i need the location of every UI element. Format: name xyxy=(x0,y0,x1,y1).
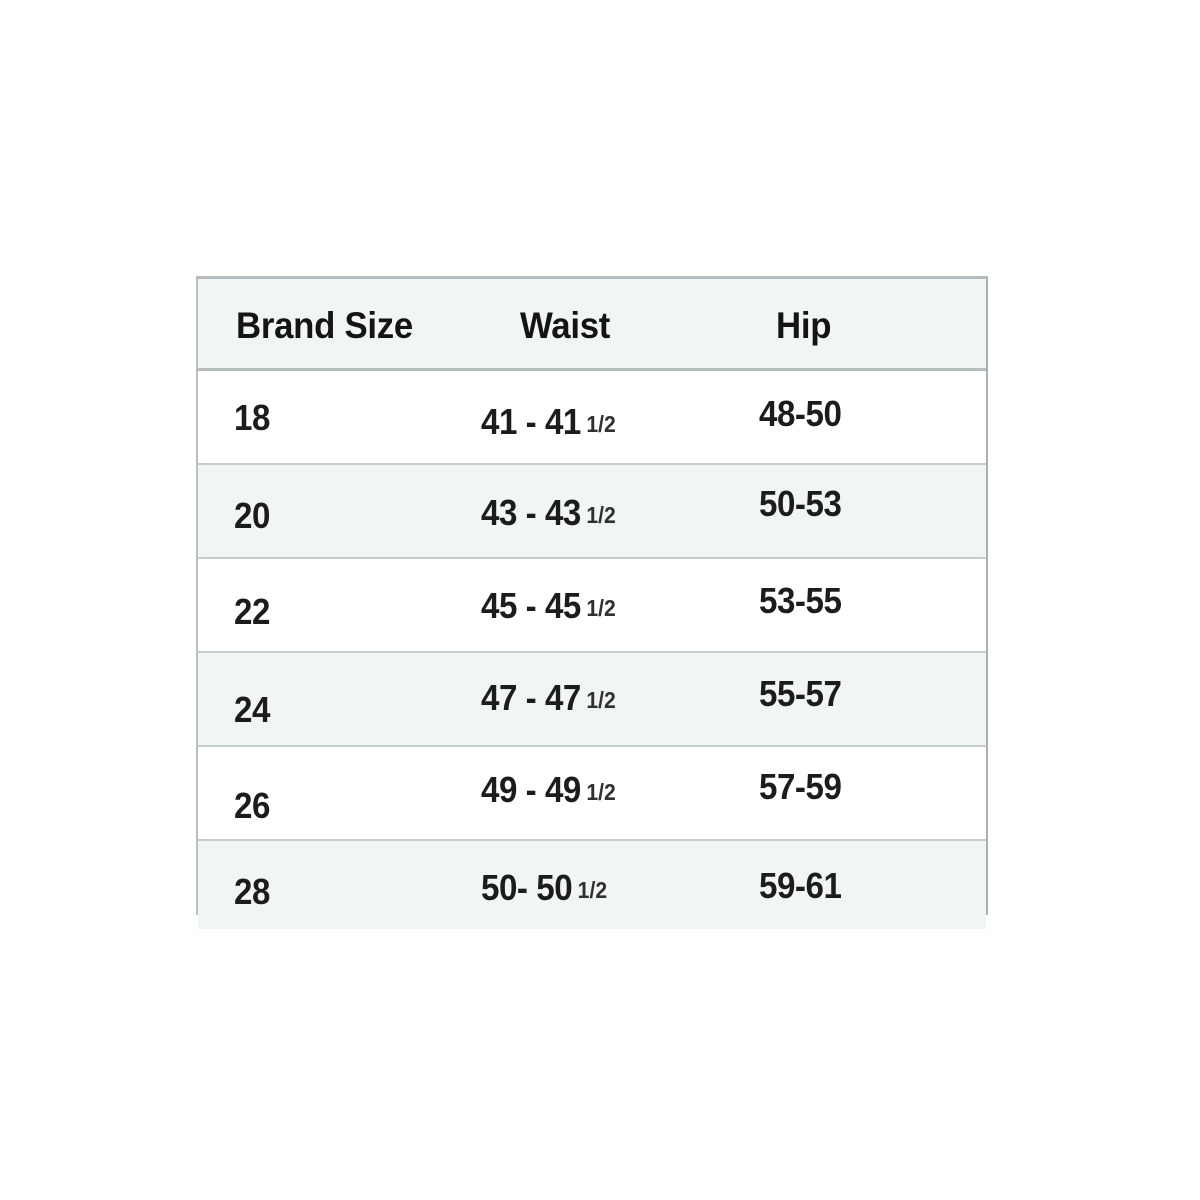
cell-waist-whole: 41 - 41 xyxy=(481,401,581,442)
cell-hip: 50-53 xyxy=(759,483,842,524)
cell-brand-size: 20 xyxy=(234,495,270,536)
size-chart-table: Brand Size Waist Hip 18 41 - 41 1/2 48-50… xyxy=(196,276,988,929)
cell-waist-fraction: 1/2 xyxy=(586,502,616,528)
column-header-waist: Waist xyxy=(520,305,611,346)
table-row: 26 49 - 49 1/2 57-59 xyxy=(198,747,986,841)
cell-brand-size: 24 xyxy=(234,689,270,730)
cell-hip: 55-57 xyxy=(759,673,842,714)
cell-waist-whole: 47 - 47 xyxy=(481,677,581,718)
table-row: 20 43 - 43 1/2 50-53 xyxy=(198,465,986,559)
cell-waist-fraction: 1/2 xyxy=(586,687,616,713)
table-row: 18 41 - 41 1/2 48-50 xyxy=(198,371,986,465)
cell-brand-size: 28 xyxy=(234,871,270,912)
cell-waist-fraction: 1/2 xyxy=(586,411,616,437)
table-row: 24 47 - 47 1/2 55-57 xyxy=(198,653,986,747)
cell-hip: 53-55 xyxy=(759,580,842,621)
cell-waist-whole: 50- 50 xyxy=(481,867,573,908)
cell-waist-fraction: 1/2 xyxy=(586,595,616,621)
cell-waist: 47 - 47 1/2 xyxy=(481,677,616,719)
cell-waist-fraction: 1/2 xyxy=(586,779,616,805)
cell-hip: 48-50 xyxy=(759,393,842,434)
cell-waist-whole: 49 - 49 xyxy=(481,769,581,810)
table-row: 22 45 - 45 1/2 53-55 xyxy=(198,559,986,653)
cell-waist: 43 - 43 1/2 xyxy=(481,492,616,534)
cell-hip: 57-59 xyxy=(759,766,842,807)
cell-brand-size: 26 xyxy=(234,785,270,826)
cell-waist-whole: 43 - 43 xyxy=(481,492,581,533)
column-header-brand-size: Brand Size xyxy=(236,305,413,346)
table-row: 28 50- 50 1/2 59-61 xyxy=(198,841,986,929)
cell-waist: 49 - 49 1/2 xyxy=(481,769,616,811)
cell-waist: 45 - 45 1/2 xyxy=(481,585,616,627)
column-header-hip: Hip xyxy=(776,305,832,346)
cell-waist-fraction: 1/2 xyxy=(577,877,608,903)
cell-brand-size: 18 xyxy=(234,397,270,438)
cell-waist: 50- 50 1/2 xyxy=(481,867,607,909)
cell-hip: 59-61 xyxy=(759,865,842,906)
table-header-row: Brand Size Waist Hip xyxy=(198,279,986,371)
cell-waist: 41 - 41 1/2 xyxy=(481,401,616,443)
cell-brand-size: 22 xyxy=(234,591,270,632)
cell-waist-whole: 45 - 45 xyxy=(481,585,581,626)
